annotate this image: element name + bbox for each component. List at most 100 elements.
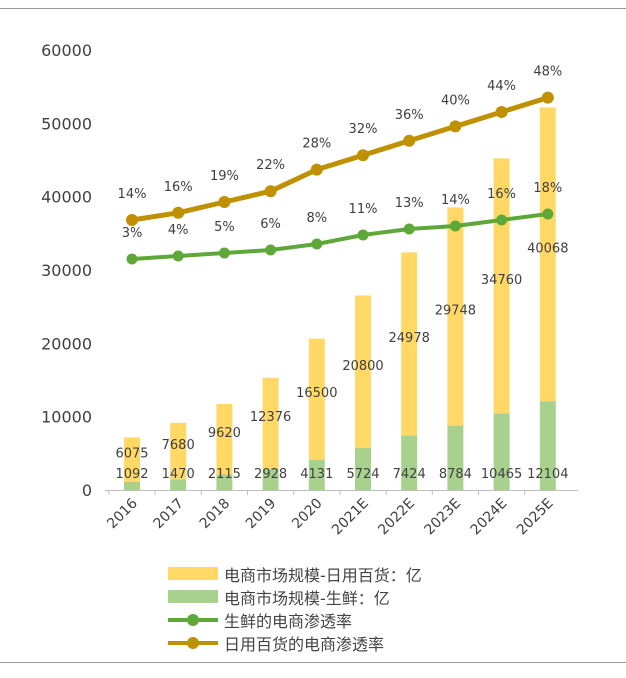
legend-swatch-fresh-size [168, 590, 218, 603]
point-daily-goods-penetration [449, 120, 462, 133]
point-daily-goods-penetration [218, 196, 231, 208]
point-label-fresh-penetration: 18% [533, 181, 562, 196]
bar-label-fresh-size: 1092 [115, 467, 148, 482]
bar-daily-goods-size [539, 107, 556, 402]
point-fresh-penetration [126, 253, 138, 265]
bar-daily-goods-size [216, 403, 233, 475]
bar-label-daily-goods-size: 9620 [208, 426, 241, 441]
bar-fresh-size [539, 401, 556, 490]
point-daily-goods-penetration [495, 106, 508, 118]
x-tick-label: 2021E [329, 496, 372, 539]
point-daily-goods-penetration [264, 185, 277, 198]
bar-daily-goods-size [262, 377, 279, 469]
line-fresh-penetration [130, 212, 550, 261]
point-label-fresh-penetration: 4% [168, 223, 189, 238]
x-tick-label: 2023E [421, 496, 464, 539]
bar-label-fresh-size: 7424 [393, 467, 426, 482]
bar-daily-goods-size [401, 252, 418, 436]
point-daily-goods-penetration [541, 91, 554, 104]
bar-fresh-size [493, 413, 510, 490]
y-tick-label: 10000 [41, 408, 92, 427]
point-label-fresh-penetration: 13% [395, 196, 424, 211]
point-daily-goods-penetration [357, 149, 369, 162]
bar-daily-goods-size [308, 338, 325, 460]
bar-fresh-size [308, 459, 325, 490]
bar-fresh-size [447, 425, 464, 490]
point-label-fresh-penetration: 16% [487, 187, 516, 202]
point-label-fresh-penetration: 8% [306, 211, 327, 226]
bar-daily-goods-size [355, 295, 371, 449]
point-daily-goods-penetration [126, 214, 138, 226]
point-label-fresh-penetration: 11% [349, 202, 378, 217]
y-tick-label: 0 [82, 481, 92, 500]
bar-label-daily-goods-size: 34760 [481, 273, 522, 288]
x-tick-label: 2025E [514, 496, 557, 539]
legend-label-fresh-penetration: 生鲜的电商渗透率 [224, 611, 353, 631]
point-fresh-penetration [403, 223, 415, 235]
legend-swatch-fresh-penetration [168, 613, 218, 627]
top-border [0, 8, 626, 9]
bar-label-fresh-size: 12104 [527, 467, 568, 482]
bar-label-daily-goods-size: 20800 [342, 359, 383, 374]
y-tick-label: 20000 [41, 334, 92, 353]
x-tick-label: 2022E [375, 496, 418, 539]
x-tick-label: 2018 [197, 496, 234, 533]
y-tick-label: 60000 [41, 41, 92, 60]
legend: 电商市场规模-日用百货：亿 电商市场规模-生鲜：亿 生鲜的电商渗透率 日用百货的… [168, 562, 422, 654]
bar-fresh-size [355, 448, 371, 490]
point-label-daily-goods-penetration: 36% [395, 108, 424, 123]
bar-fresh-size [216, 474, 233, 490]
point-label-daily-goods-penetration: 40% [441, 93, 470, 108]
point-label-fresh-penetration: 14% [441, 193, 470, 208]
point-fresh-penetration [496, 214, 508, 226]
bar-label-fresh-size: 2928 [254, 467, 287, 482]
line-daily-goods-penetration [129, 95, 551, 223]
point-daily-goods-penetration [172, 206, 185, 219]
point-label-daily-goods-penetration: 14% [118, 187, 147, 202]
legend-item-daily-goods-size: 电商市场规模-日用百货：亿 [168, 562, 422, 585]
bar-fresh-size [124, 481, 140, 490]
bar-label-daily-goods-size: 24978 [389, 331, 430, 346]
bar-label-daily-goods-size: 29748 [435, 304, 476, 319]
bar-label-daily-goods-size: 16500 [296, 386, 337, 401]
point-daily-goods-penetration [310, 163, 323, 176]
point-fresh-penetration [172, 250, 184, 262]
point-fresh-penetration [311, 238, 323, 250]
bar-label-fresh-size: 8784 [439, 467, 472, 482]
bar-label-daily-goods-size: 12376 [250, 410, 291, 425]
bar-fresh-size [401, 435, 418, 490]
point-label-daily-goods-penetration: 48% [533, 65, 562, 80]
y-tick-label: 50000 [41, 114, 92, 133]
point-label-daily-goods-penetration: 44% [487, 79, 516, 94]
bar-label-fresh-size: 2115 [208, 467, 241, 482]
y-tick-label: 30000 [41, 261, 92, 280]
bar-daily-goods-size [170, 422, 187, 480]
x-tick-label: 2024E [468, 496, 511, 539]
x-tick-label: 2016 [104, 495, 141, 532]
point-fresh-penetration [357, 229, 369, 241]
legend-item-daily-goods-penetration: 日用百货的电商渗透率 [168, 631, 422, 654]
y-tick-label: 40000 [41, 188, 92, 207]
x-tick-label: 2019 [243, 496, 280, 533]
bar-label-fresh-size: 1470 [162, 467, 195, 482]
point-label-daily-goods-penetration: 19% [210, 169, 239, 184]
point-daily-goods-penetration [403, 134, 416, 147]
bar-label-daily-goods-size: 6075 [115, 447, 148, 462]
legend-item-fresh-penetration: 生鲜的电商渗透率 [168, 608, 422, 631]
point-fresh-penetration [542, 208, 554, 220]
point-label-daily-goods-penetration: 32% [349, 122, 378, 137]
bar-daily-goods-size [124, 437, 140, 482]
x-tick-label: 2020 [289, 496, 326, 533]
bar-label-fresh-size: 10465 [481, 467, 522, 482]
x-tick-label: 2017 [151, 496, 188, 533]
point-fresh-penetration [265, 244, 277, 256]
bar-label-daily-goods-size: 7680 [162, 438, 195, 453]
legend-swatch-daily-goods-size [168, 567, 218, 580]
legend-label-fresh-size: 电商市场规模-生鲜：亿 [224, 588, 390, 608]
point-label-daily-goods-penetration: 22% [256, 158, 285, 173]
bar-fresh-size [170, 479, 187, 490]
point-fresh-penetration [449, 220, 461, 232]
point-fresh-penetration [218, 247, 230, 259]
bottom-border [0, 662, 626, 663]
